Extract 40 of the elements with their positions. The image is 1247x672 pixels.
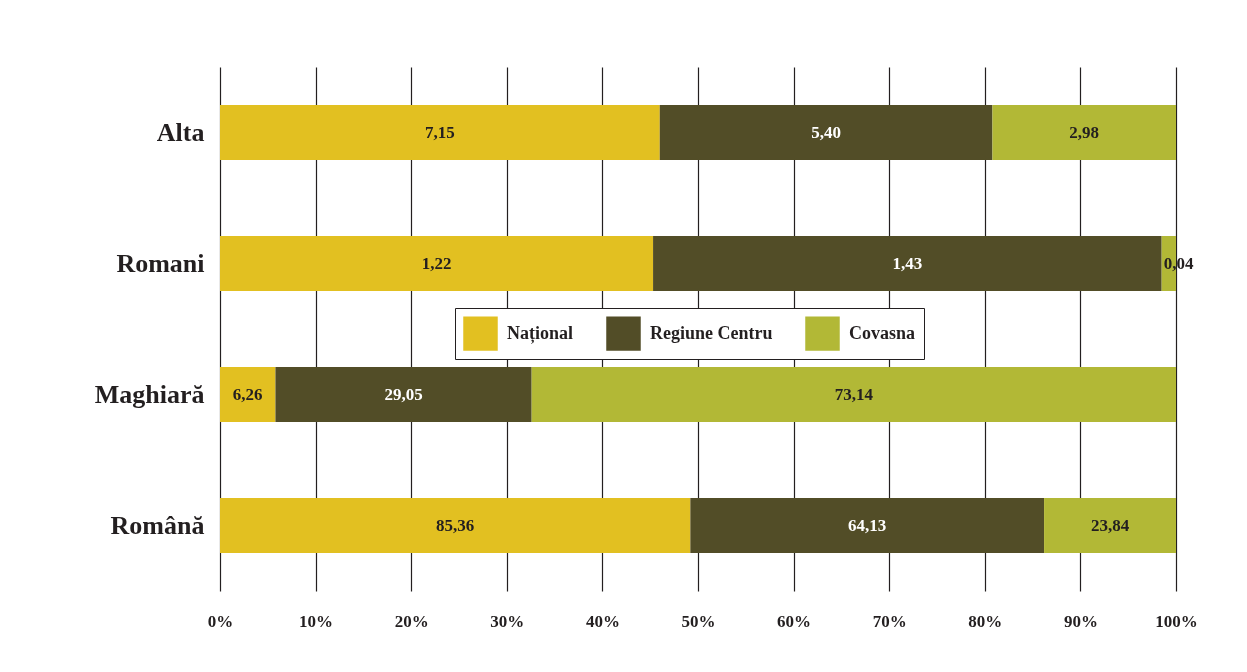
annotation: 64,13 <box>848 515 887 535</box>
annotation: 1,43 <box>892 253 923 273</box>
y-tick-label: Maghiară <box>94 379 205 409</box>
annotation: 29,05 <box>384 384 423 404</box>
x-tick-label: 50% <box>681 611 716 631</box>
x-tick-label: 10% <box>299 611 334 631</box>
bar <box>220 235 654 292</box>
x-tick-label: 70% <box>872 611 907 631</box>
x-tick-label: 40% <box>585 611 620 631</box>
bar <box>1044 497 1176 554</box>
annotation: 1,22 <box>421 253 452 273</box>
annotation: 5,40 <box>811 122 841 142</box>
y-tick-label: Alta <box>156 117 205 147</box>
bar <box>220 366 276 423</box>
x-tick-label: 20% <box>394 611 429 631</box>
bar <box>992 104 1176 161</box>
y-tick-label: Română <box>110 510 205 540</box>
bar <box>220 104 660 161</box>
annotation: 73,14 <box>834 384 874 404</box>
annotation: 85,36 <box>436 515 475 535</box>
legend-label: Regiune Centru <box>650 322 773 343</box>
annotation: 7,15 <box>425 122 455 142</box>
bar <box>275 366 532 423</box>
bar <box>220 497 691 554</box>
annotation: 23,84 <box>1090 515 1130 535</box>
x-tick-label: 60% <box>777 611 812 631</box>
bar <box>659 104 993 161</box>
x-tick-label: 30% <box>490 611 525 631</box>
bar <box>690 497 1045 554</box>
legend-label: Covasna <box>849 322 916 343</box>
annotation: 6,26 <box>232 384 263 404</box>
bar <box>531 366 1176 423</box>
x-tick-label: 100% <box>1155 611 1198 631</box>
bar <box>653 235 1162 292</box>
y-tick-label: Romani <box>116 248 205 278</box>
x-tick-label: 90% <box>1063 611 1098 631</box>
annotation: 2,98 <box>1069 122 1100 142</box>
x-tick-label: 80% <box>968 611 1003 631</box>
x-tick-label: 0% <box>207 611 234 631</box>
legend-label: Național <box>507 322 574 344</box>
